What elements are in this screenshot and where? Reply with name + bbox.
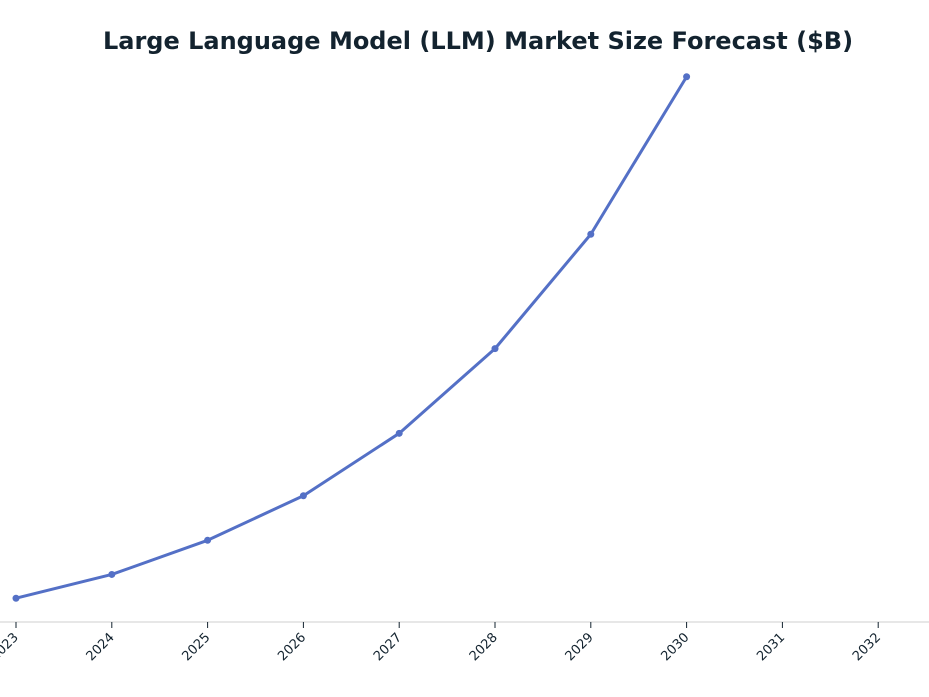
x-tick-label: 2023 — [0, 630, 22, 664]
x-tick-label: 2031 — [754, 630, 788, 664]
data-point — [12, 594, 20, 602]
data-point — [683, 73, 691, 81]
x-tick-label: 2027 — [371, 630, 405, 664]
x-tick-label: 2032 — [850, 630, 884, 664]
x-tick-label: 2028 — [467, 630, 501, 664]
series-line — [14, 75, 689, 600]
data-point — [491, 345, 499, 353]
x-tick-label: 2030 — [658, 630, 692, 664]
data-point — [587, 230, 595, 238]
chart-title: Large Language Model (LLM) Market Size F… — [102, 27, 854, 55]
data-point — [108, 570, 116, 578]
x-tick-label: 2025 — [179, 630, 213, 664]
x-tick-label: 2029 — [563, 630, 597, 664]
data-point — [204, 536, 212, 544]
data-point — [299, 492, 307, 500]
series-layer — [12, 73, 691, 602]
x-tick-label: 2026 — [275, 630, 309, 664]
x-axis: 2023 2024 2025 2026 2027 2028 2029 2030 2031 2032 — [0, 621, 929, 664]
data-point — [395, 429, 403, 437]
x-tick-label: 2024 — [84, 630, 118, 664]
